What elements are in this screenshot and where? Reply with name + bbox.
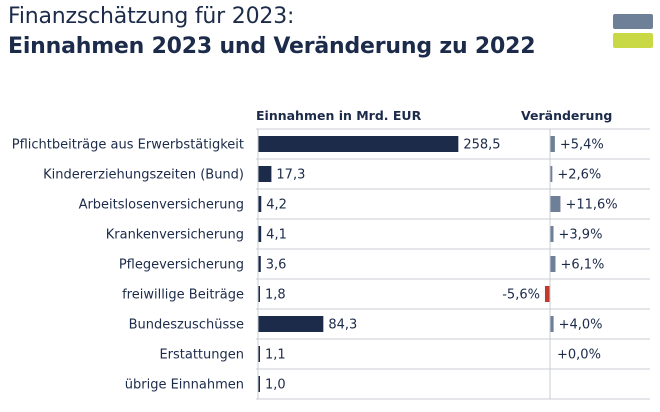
category-label: Erstattungen bbox=[159, 348, 244, 363]
value-bar bbox=[258, 136, 459, 152]
category-label: Krankenversicherung bbox=[106, 228, 244, 243]
change-label: -5,6% bbox=[502, 288, 540, 303]
value-label: 4,2 bbox=[266, 198, 287, 213]
value-bar bbox=[258, 346, 260, 362]
value-label: 84,3 bbox=[328, 318, 357, 333]
change-column-header: Veränderung bbox=[521, 108, 612, 123]
brand-logo bbox=[613, 14, 653, 50]
change-bar bbox=[550, 136, 555, 152]
value-bar bbox=[258, 196, 262, 212]
category-label: übrige Einnahmen bbox=[125, 378, 244, 393]
change-bar bbox=[550, 316, 554, 332]
change-label: +2,6% bbox=[557, 168, 601, 183]
value-bar bbox=[258, 166, 272, 182]
value-bar bbox=[258, 286, 260, 302]
value-bar bbox=[258, 316, 324, 332]
category-label: Bundeszuschüsse bbox=[129, 318, 244, 333]
change-label: +6,1% bbox=[560, 258, 604, 273]
category-label: freiwillige Beiträge bbox=[122, 288, 244, 303]
value-bar bbox=[258, 376, 260, 392]
logo-bottom-bar bbox=[613, 33, 653, 48]
change-bar bbox=[550, 166, 553, 182]
change-label: +0,0% bbox=[557, 348, 601, 363]
value-label: 4,1 bbox=[266, 228, 287, 243]
category-label: Arbeitslosenversicherung bbox=[79, 198, 244, 213]
change-bar bbox=[550, 226, 554, 242]
change-bar bbox=[550, 196, 561, 212]
change-label: +4,0% bbox=[559, 318, 603, 333]
value-label: 17,3 bbox=[276, 168, 305, 183]
value-bar bbox=[258, 226, 262, 242]
value-label: 1,0 bbox=[265, 378, 286, 393]
category-label: Kindererziehungszeiten (Bund) bbox=[43, 168, 244, 183]
value-label: 1,8 bbox=[265, 288, 286, 303]
category-label: Pflichtbeiträge aus Erwerbstätigkeit bbox=[12, 138, 244, 153]
logo-top-bar bbox=[613, 14, 653, 29]
chart-rows: Pflichtbeiträge aus Erwerbstätigkeit 258,… bbox=[12, 128, 650, 400]
value-bar bbox=[258, 256, 261, 272]
change-bar bbox=[544, 286, 550, 302]
change-label: +3,9% bbox=[559, 228, 603, 243]
page-title-line1: Finanzschätzung für 2023: bbox=[8, 4, 295, 29]
change-label: +5,4% bbox=[560, 138, 604, 153]
change-label: +11,6% bbox=[565, 198, 617, 213]
category-label: Pflegeversicherung bbox=[119, 258, 244, 273]
value-label: 3,6 bbox=[266, 258, 287, 273]
value-label: 1,1 bbox=[265, 348, 286, 363]
value-column-header: Einnahmen in Mrd. EUR bbox=[256, 108, 422, 123]
change-bar bbox=[550, 256, 556, 272]
value-label: 258,5 bbox=[463, 138, 500, 153]
page-title-line2: Einnahmen 2023 und Veränderung zu 2022 bbox=[8, 34, 536, 59]
